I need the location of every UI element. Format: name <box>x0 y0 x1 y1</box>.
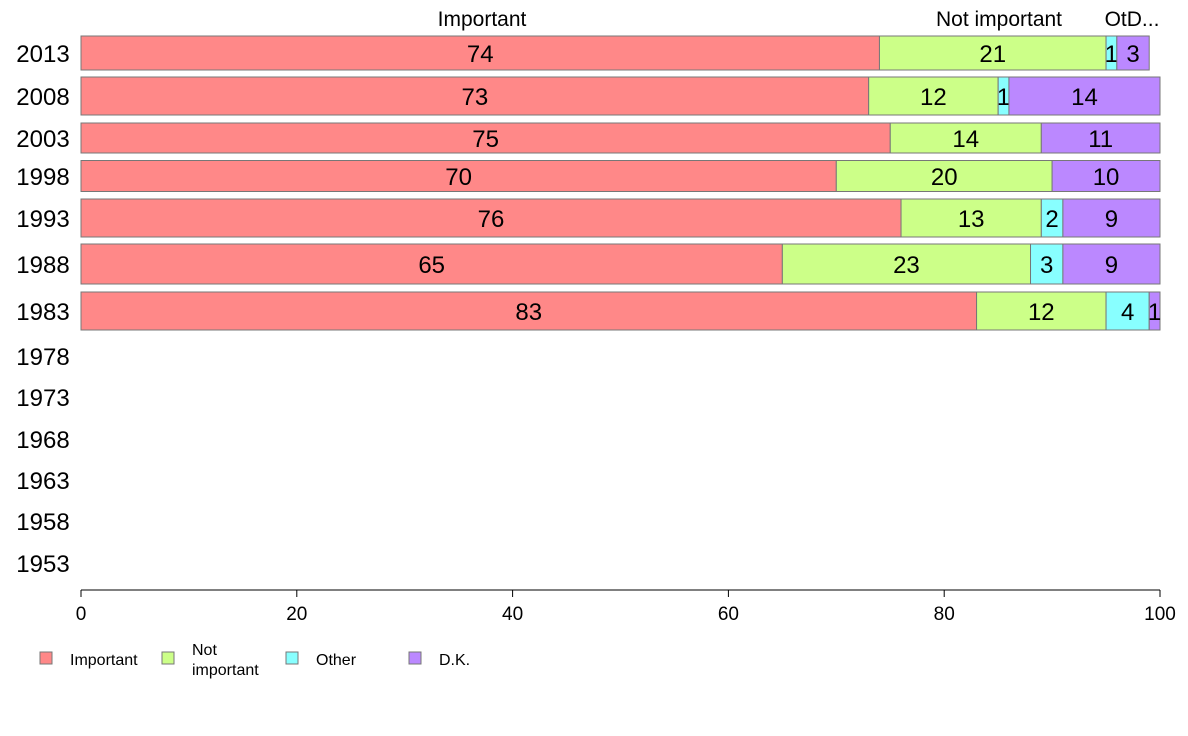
y-tick-label: 1973 <box>16 385 69 412</box>
y-tick-label: 1963 <box>16 468 69 495</box>
y-tick-label: 1983 <box>16 299 69 326</box>
bar-segment <box>900 198 1042 238</box>
bar-segment <box>1062 198 1161 238</box>
bar-segment <box>976 291 1107 331</box>
x-tick-label: 40 <box>502 604 523 625</box>
data-label: 12 <box>1028 299 1055 326</box>
y-tick-label: 1958 <box>16 509 69 536</box>
column-header: Not important <box>936 8 1062 31</box>
bar-segment <box>1062 243 1161 285</box>
bar-segment <box>868 76 999 116</box>
bar-segment <box>835 160 1053 192</box>
data-label: 23 <box>893 252 920 279</box>
x-tick-label: 60 <box>718 604 739 625</box>
data-label: 73 <box>461 84 488 111</box>
bar-segment <box>878 35 1107 71</box>
y-tick-label: 1998 <box>16 164 69 191</box>
bar-segment <box>80 291 978 331</box>
data-label: 3 <box>1126 41 1139 68</box>
data-label: 12 <box>920 84 947 111</box>
legend-label: Not important <box>192 642 259 679</box>
bar-segment <box>80 198 902 238</box>
data-label: 21 <box>979 41 1006 68</box>
data-label: 9 <box>1105 206 1118 233</box>
column-header: OtD... <box>1105 8 1160 31</box>
data-label: 3 <box>1040 252 1053 279</box>
x-axis: 0 20 40 60 80 100 <box>76 589 1176 625</box>
x-tick-label: 0 <box>76 604 87 625</box>
data-label: 10 <box>1093 164 1120 191</box>
data-label: 74 <box>467 41 494 68</box>
data-label: 1 <box>1105 41 1118 68</box>
data-label: 13 <box>958 206 985 233</box>
bar-segment <box>1148 291 1161 331</box>
bar-segment <box>1008 76 1161 116</box>
legend-label: Important <box>70 652 138 669</box>
data-label: 14 <box>952 126 979 153</box>
data-label: 2 <box>1045 206 1058 233</box>
y-tick-label: 1968 <box>16 427 69 454</box>
legend-swatch <box>408 651 422 665</box>
x-tick-label: 80 <box>934 604 955 625</box>
data-label: 1 <box>997 84 1010 111</box>
bar-segment <box>1105 291 1150 331</box>
legend: Important Not important Other D.K. <box>39 642 470 679</box>
data-label: 1 <box>1148 299 1161 326</box>
legend-label: D.K. <box>439 652 470 669</box>
y-tick-label: 2003 <box>16 126 69 153</box>
data-label: 76 <box>478 206 505 233</box>
bar-segment <box>889 122 1042 154</box>
legend-swatch <box>285 651 299 665</box>
data-label: 11 <box>1088 126 1113 153</box>
bar-segment <box>1051 160 1161 192</box>
y-tick-label: 1988 <box>16 252 69 279</box>
y-tick-label: 1978 <box>16 344 69 371</box>
y-tick-label: 2013 <box>16 41 69 68</box>
x-tick-label: 100 <box>1144 604 1176 625</box>
y-tick-label: 1993 <box>16 206 69 233</box>
bar-segment <box>80 122 891 154</box>
y-tick-label: 2008 <box>16 84 69 111</box>
data-label: 14 <box>1071 84 1098 111</box>
column-headers: Important Not important OtD... <box>438 8 1160 31</box>
x-tick-label: 20 <box>286 604 307 625</box>
legend-label: Other <box>316 652 357 669</box>
data-label: 75 <box>472 126 499 153</box>
data-label: 65 <box>418 252 445 279</box>
data-label: 20 <box>931 164 958 191</box>
data-label: 83 <box>515 299 542 326</box>
column-header: Important <box>438 8 527 31</box>
legend-swatch <box>39 651 53 665</box>
legend-swatch <box>161 651 175 665</box>
y-tick-label: 1953 <box>16 551 69 578</box>
data-label: 70 <box>445 164 472 191</box>
bar-segment <box>781 243 1032 285</box>
bar-segment <box>1040 122 1161 154</box>
data-label: 9 <box>1105 252 1118 279</box>
bar-segment <box>80 243 783 285</box>
bar-segment <box>80 35 880 71</box>
bar-segment <box>1116 35 1150 71</box>
data-label: 4 <box>1121 299 1134 326</box>
y-axis: 2013 2008 2003 1998 1993 1988 1983 1978 1973 1968… <box>16 41 69 578</box>
